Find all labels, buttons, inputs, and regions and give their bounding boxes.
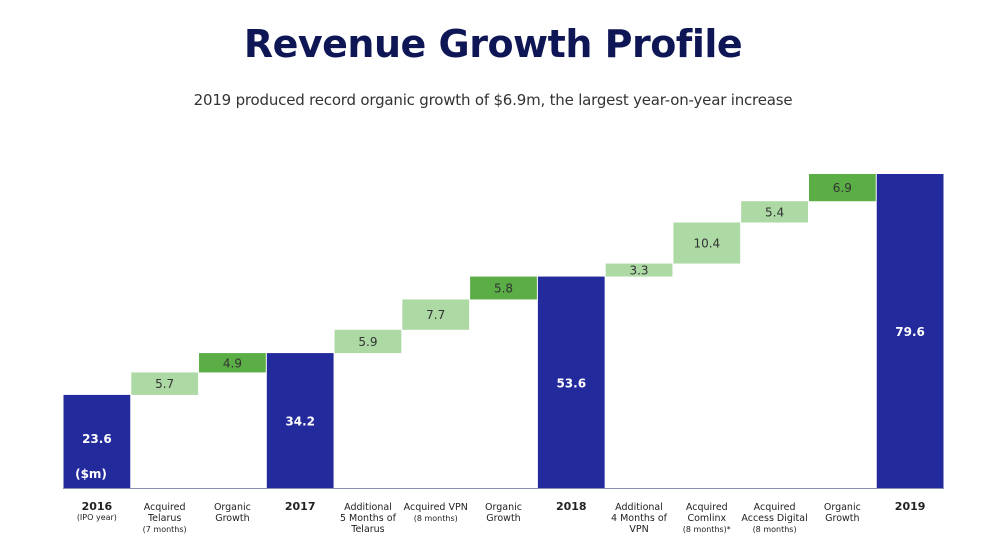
category-sublabel: (8 months)* [683, 525, 731, 534]
organic-growth-bar [199, 353, 266, 373]
total-bar [266, 353, 334, 488]
unit-label: ($m) [75, 467, 107, 481]
category-label: 5 Months of [340, 513, 397, 524]
category-sublabel: (8 months) [753, 525, 797, 534]
category-sublabel: (7 months) [143, 525, 187, 534]
total-bar [63, 394, 131, 488]
bar-value-label: 5.8 [494, 282, 513, 296]
bars-group: 23.6 ($m) 5.7 4.9 34.2 5.9 7.7 5.8 53.6 3.3 10.4 5.… [63, 174, 944, 488]
acquisition-bar [334, 329, 402, 354]
total-bar [876, 174, 944, 488]
page-subtitle: 2019 produced record organic growth of $… [193, 91, 793, 109]
organic-growth-bar [808, 174, 876, 202]
category-label: 2017 [285, 500, 316, 513]
category-label: Access Digital [741, 513, 807, 524]
category-label: Organic [214, 502, 251, 513]
bar-value-label: 5.4 [765, 205, 784, 219]
category-label: Growth [215, 513, 249, 524]
category-label: Comlinx [687, 513, 726, 524]
category-label: Acquired [754, 502, 796, 513]
bar-value-label: 53.6 [556, 376, 586, 390]
bar-value-label: 4.9 [223, 356, 242, 370]
category-sublabel: (IPO year) [77, 513, 117, 522]
bar-value-label: 79.6 [895, 325, 925, 339]
bar-value-label: 23.6 [82, 432, 112, 446]
category-label: Telarus [350, 524, 384, 535]
acquisition-bar [131, 372, 199, 395]
acquisition-bar [741, 201, 808, 223]
category-label: Organic [485, 502, 522, 513]
page-title: Revenue Growth Profile [243, 22, 743, 66]
total-bar [537, 276, 605, 488]
category-label: Telarus [147, 513, 181, 524]
category-label: 4 Months of [611, 513, 668, 524]
bar-value-label: 6.9 [833, 181, 852, 195]
category-label: 2019 [895, 500, 926, 513]
category-label: Additional [615, 502, 663, 513]
bar-value-label: 7.7 [426, 308, 445, 322]
acquisition-bar [673, 222, 741, 264]
bar-value-label: 10.4 [693, 237, 720, 251]
category-label: VPN [629, 524, 648, 535]
category-label: Additional [344, 502, 392, 513]
bar-value-label: 34.2 [285, 415, 315, 429]
acquisition-bar [605, 263, 673, 277]
bar-value-label: 5.9 [358, 335, 377, 349]
category-label: 2016 [82, 500, 113, 513]
bar-value-label: 5.7 [155, 377, 174, 391]
acquisition-bar [402, 299, 470, 330]
category-label: Acquired [144, 502, 186, 513]
category-label: Acquired [686, 502, 728, 513]
category-sublabel: (8 months) [414, 514, 458, 523]
category-label: Growth [825, 513, 859, 524]
category-label: 2018 [556, 500, 587, 513]
category-label: Organic [824, 502, 861, 513]
bar-value-label: 3.3 [629, 264, 648, 278]
organic-growth-bar [470, 276, 537, 300]
category-label: Growth [486, 513, 520, 524]
category-label: Acquired VPN [404, 502, 468, 513]
